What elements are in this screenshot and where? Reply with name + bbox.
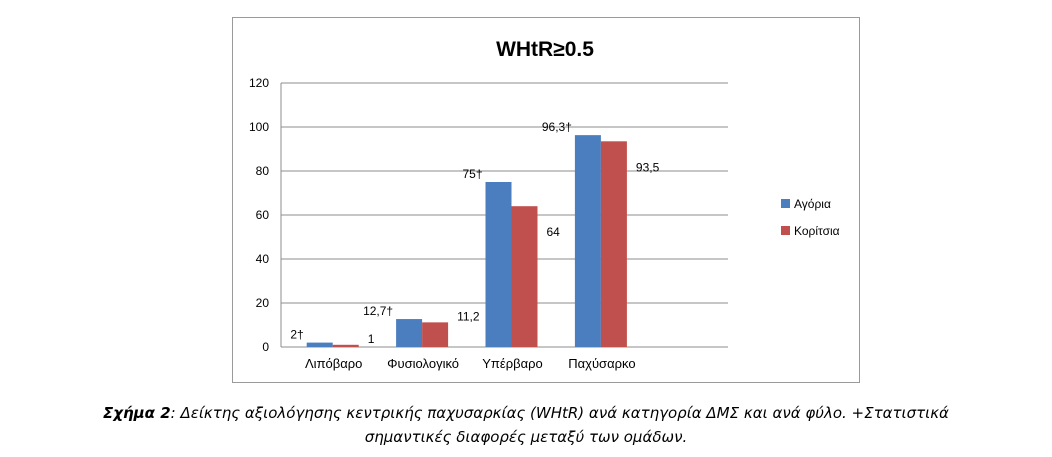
data-label: 96,3†: [542, 120, 572, 134]
figure-caption-line-2: σημαντικές διαφορές μεταξύ των ομάδων.: [0, 428, 1052, 446]
x-tick-label: Φυσιολογικό: [387, 356, 459, 371]
caption-text-1: : Δείκτης αξιολόγησης κεντρικής παχυσαρκ…: [170, 404, 949, 422]
legend-label: Κορίτσια: [794, 224, 840, 238]
data-label: 93,5: [636, 160, 660, 174]
bar: [600, 141, 627, 347]
data-label: 64: [547, 225, 561, 239]
x-tick-label: Υπέρβαρο: [482, 356, 542, 371]
x-tick-label: Παχύσαρκο: [568, 356, 635, 371]
data-label: 2†: [290, 328, 303, 342]
bar-chart: WHtR≥0.5 0 20 40 60 80 100 120 2† 1 Λιπόβαρο 12,7† 1…: [249, 38, 840, 371]
caption-text-2: σημαντικές διαφορές μεταξύ των ομάδων.: [364, 428, 688, 446]
chart-frame: WHtR≥0.5 0 20 40 60 80 100 120 2† 1 Λιπόβαρο 12,7† 1…: [232, 17, 860, 383]
legend-swatch: [781, 226, 790, 235]
legend-swatch: [781, 199, 790, 208]
bar: [485, 182, 512, 347]
y-tick-label: 80: [256, 164, 270, 178]
bar: [396, 319, 423, 347]
figure-caption-line-1: Σχήμα 2: Δείκτης αξιολόγησης κεντρικής π…: [0, 404, 1052, 422]
data-label: 11,2: [457, 309, 480, 323]
y-tick-label: 60: [256, 208, 270, 222]
x-tick-label: Λιπόβαρο: [305, 356, 362, 371]
y-tick-label: 0: [262, 340, 269, 354]
data-label: 1: [368, 332, 375, 346]
figure-number: Σχήμα 2: [103, 404, 171, 422]
bar: [306, 342, 333, 347]
y-tick-label: 120: [249, 76, 269, 90]
bar: [332, 344, 359, 347]
bar: [511, 206, 538, 347]
y-tick-label: 100: [249, 120, 269, 134]
bar: [574, 135, 601, 347]
legend-label: Αγόρια: [794, 197, 831, 211]
y-tick-label: 20: [256, 296, 270, 310]
chart-title: WHtR≥0.5: [496, 38, 594, 61]
bar: [422, 322, 449, 347]
y-tick-label: 40: [256, 252, 270, 266]
data-label: 75†: [462, 167, 482, 181]
data-label: 12,7†: [363, 304, 393, 318]
